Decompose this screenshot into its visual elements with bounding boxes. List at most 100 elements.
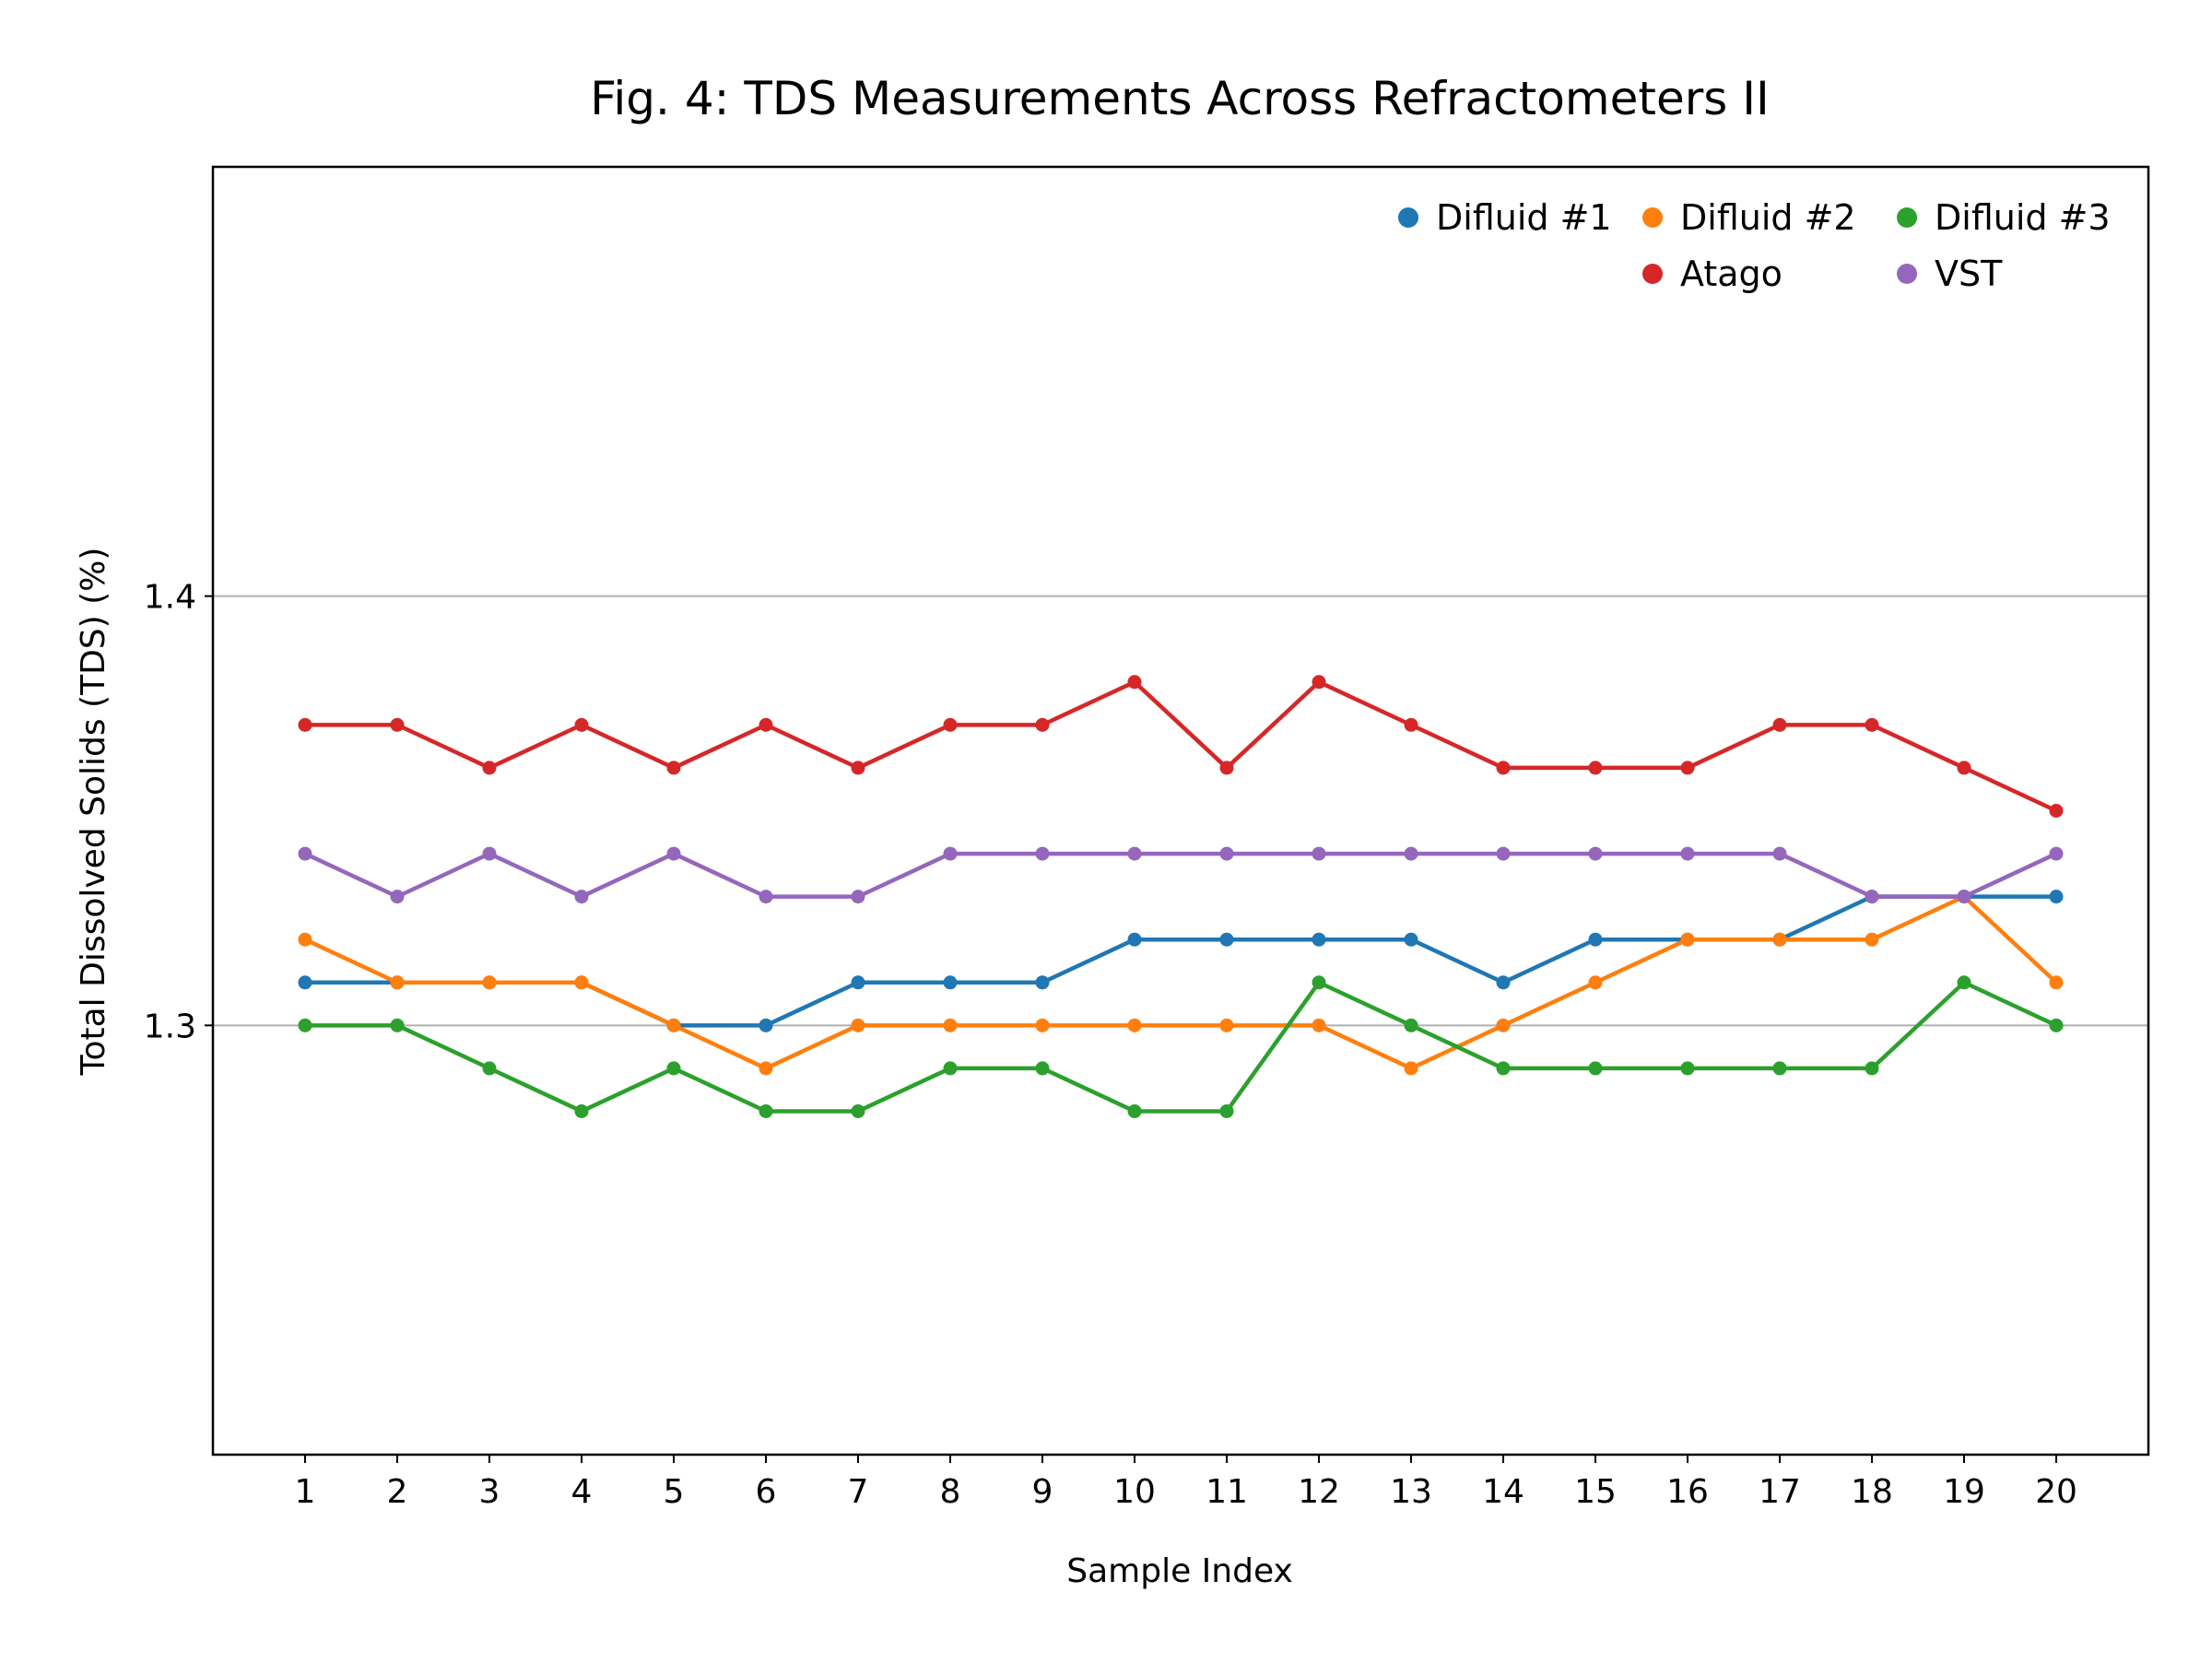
data-point xyxy=(759,1061,773,1076)
data-point xyxy=(1865,717,1879,732)
data-point xyxy=(1588,975,1603,990)
y-axis-label: Total Dissolved Solids (TDS) (%) xyxy=(75,548,112,1077)
data-point xyxy=(666,1061,681,1076)
data-point xyxy=(390,975,405,990)
legend-label: Atago xyxy=(1680,254,1783,294)
data-point xyxy=(1035,846,1050,861)
data-point xyxy=(1404,846,1418,861)
data-point xyxy=(851,1018,865,1032)
data-point xyxy=(298,932,312,947)
data-point xyxy=(1127,932,1142,947)
series-line xyxy=(304,894,2058,1071)
data-point xyxy=(1219,1018,1234,1032)
data-point xyxy=(574,1103,589,1118)
legend-label: Difluid #1 xyxy=(1436,197,1612,238)
legend-item: Atago xyxy=(1642,254,1783,294)
data-point xyxy=(1496,761,1511,775)
data-point xyxy=(851,975,865,990)
series-line xyxy=(305,679,2057,813)
data-point xyxy=(1312,1018,1326,1032)
x-tick-label: 2 xyxy=(387,1473,408,1511)
x-tick-label: 20 xyxy=(2035,1473,2077,1511)
data-point xyxy=(482,1061,497,1076)
data-point xyxy=(759,890,773,904)
data-point xyxy=(943,717,958,732)
data-point xyxy=(298,1018,312,1032)
data-point xyxy=(1957,975,1971,990)
x-tick-label: 18 xyxy=(1851,1473,1893,1511)
data-point xyxy=(2049,846,2064,861)
x-tick-label: 15 xyxy=(1574,1473,1617,1511)
series-difluid-3 xyxy=(298,975,2064,1118)
series-atago xyxy=(298,675,2064,818)
data-point xyxy=(1772,846,1787,861)
legend-marker xyxy=(1897,207,1917,228)
data-point xyxy=(1035,1018,1050,1032)
legend-marker xyxy=(1398,207,1418,228)
data-point xyxy=(390,717,405,732)
x-tick-label: 9 xyxy=(1032,1473,1053,1511)
data-point xyxy=(390,890,405,904)
data-point xyxy=(1219,846,1234,861)
data-point xyxy=(298,975,312,990)
data-point xyxy=(1312,846,1326,861)
x-tick-label: 6 xyxy=(756,1473,777,1511)
data-point xyxy=(943,846,958,861)
data-point xyxy=(1312,675,1326,690)
data-point xyxy=(759,1103,773,1118)
x-tick-label: 12 xyxy=(1298,1473,1340,1511)
x-tick-label: 1 xyxy=(295,1473,316,1511)
data-point xyxy=(1496,1061,1511,1076)
series-line xyxy=(304,851,2057,899)
data-point xyxy=(482,761,497,775)
x-tick-label: 7 xyxy=(848,1473,869,1511)
x-tick-label: 14 xyxy=(1482,1473,1524,1511)
data-point xyxy=(1957,890,1971,904)
x-tick-label: 11 xyxy=(1206,1473,1248,1511)
x-axis-label: Sample Index xyxy=(1066,1552,1293,1590)
legend-item: Difluid #1 xyxy=(1398,197,1612,238)
data-point xyxy=(759,1018,773,1032)
data-point xyxy=(390,1018,405,1032)
x-tick-label: 10 xyxy=(1113,1473,1156,1511)
y-tick-label: 1.3 xyxy=(144,1008,196,1045)
data-point xyxy=(1588,1061,1603,1076)
legend-label: Difluid #3 xyxy=(1935,197,2111,238)
x-tick-label: 8 xyxy=(940,1473,961,1511)
data-point xyxy=(666,846,681,861)
data-point xyxy=(1772,932,1787,947)
data-point xyxy=(1219,932,1234,947)
x-tick-label: 13 xyxy=(1390,1473,1432,1511)
data-point xyxy=(851,1103,865,1118)
data-point xyxy=(1404,717,1418,732)
data-point xyxy=(1496,1018,1511,1032)
series-group xyxy=(298,675,2064,1118)
data-point xyxy=(2049,890,2064,904)
data-point xyxy=(1772,717,1787,732)
data-point xyxy=(1772,1061,1787,1076)
data-point xyxy=(1219,761,1234,775)
legend-marker xyxy=(1642,264,1663,284)
data-point xyxy=(851,890,865,904)
x-tick-label: 17 xyxy=(1759,1473,1801,1511)
data-point xyxy=(298,717,312,732)
data-point xyxy=(2049,804,2064,818)
data-point xyxy=(851,761,865,775)
data-point xyxy=(666,761,681,775)
data-point xyxy=(1035,1061,1050,1076)
data-point xyxy=(1127,1103,1142,1118)
data-point xyxy=(1035,717,1050,732)
legend-item: VST xyxy=(1897,254,2003,294)
chart-title: Fig. 4: TDS Measurements Across Refracto… xyxy=(590,72,1769,125)
data-point xyxy=(1404,1061,1418,1076)
data-point xyxy=(943,1061,958,1076)
data-point xyxy=(1035,975,1050,990)
data-point xyxy=(298,846,312,861)
legend: Difluid #1 Difluid #2 Difluid #3 Atago VST xyxy=(1398,197,2111,294)
data-point xyxy=(1127,675,1142,690)
plot-frame xyxy=(211,165,2150,1457)
data-point xyxy=(1496,975,1511,990)
data-point xyxy=(482,846,497,861)
